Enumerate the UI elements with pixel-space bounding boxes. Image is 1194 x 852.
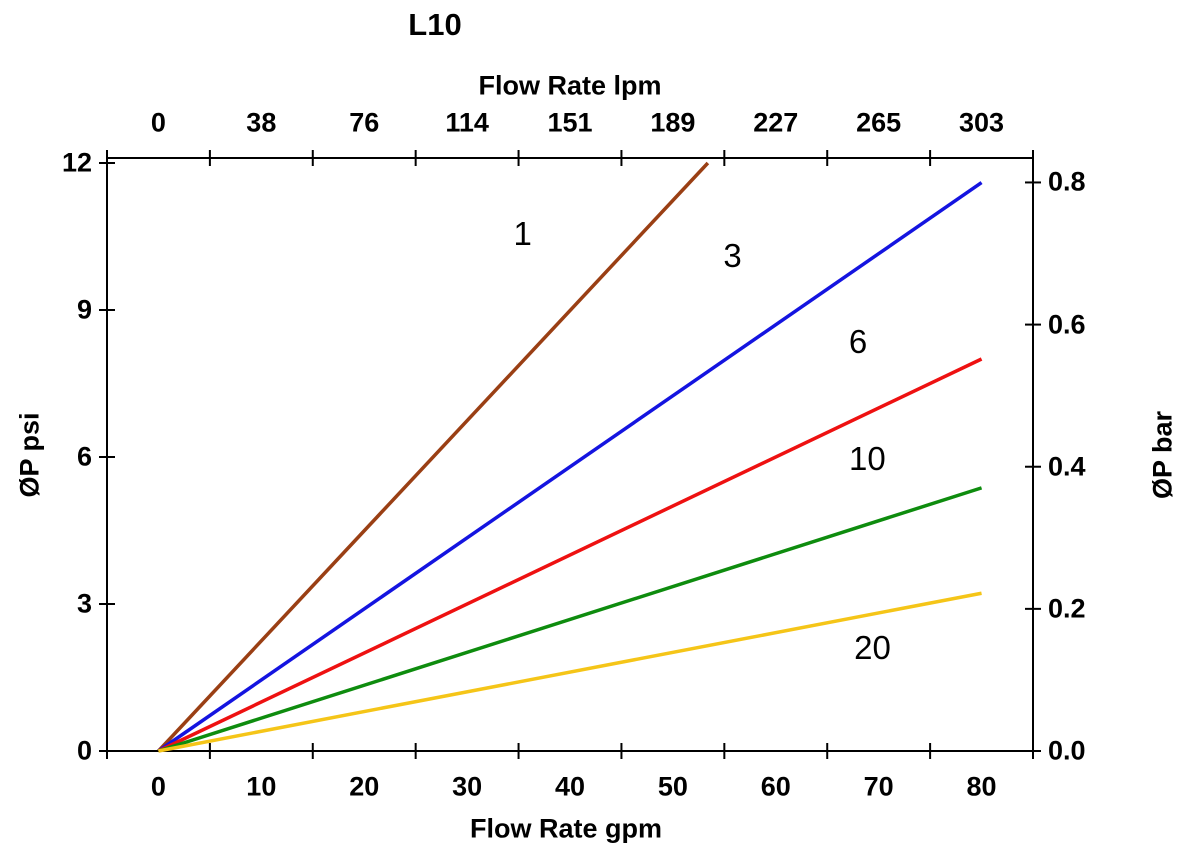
series-label-10: 10 — [848, 440, 886, 478]
bottom-axis-tick-label: 30 — [452, 771, 483, 802]
right-axis-tick-label: 0.6 — [1048, 309, 1086, 340]
left-axis-tick-label: 9 — [76, 294, 92, 325]
bottom-axis-tick-label: 40 — [554, 771, 586, 802]
left-axis-tick-label: 12 — [61, 147, 92, 178]
series-label-20: 20 — [854, 629, 891, 667]
top-axis-tick-label: 38 — [246, 107, 277, 138]
right-axis-tick-label: 0.4 — [1048, 451, 1086, 482]
top-axis-tick-label: 0 — [150, 107, 166, 138]
chart-title: L10 — [408, 7, 462, 42]
series-line-10 — [157, 486, 983, 753]
top-axis-tick-label: 227 — [753, 107, 799, 138]
series-line-6 — [157, 357, 983, 753]
plot-box — [106, 157, 1034, 752]
bottom-axis-tick-label: 70 — [863, 771, 894, 802]
left-axis-tick-label: 0 — [76, 735, 92, 766]
right-axis-tick-label: 0.8 — [1048, 166, 1086, 197]
bottom-axis-tick-label: 80 — [966, 771, 997, 802]
bottom-axis-tick-label: 20 — [349, 771, 380, 802]
left-axis-tick-label: 6 — [76, 441, 92, 472]
series-label-3: 3 — [723, 237, 742, 275]
bottom-axis-tick-label: 50 — [657, 771, 688, 802]
top-axis-tick-label: 189 — [650, 107, 696, 138]
bottom-axis-title: Flow Rate gpm — [469, 813, 663, 844]
bottom-axis-tick-label: 60 — [760, 771, 791, 802]
right-axis-tick-label: 0.0 — [1048, 735, 1086, 766]
left-axis-tick-label: 3 — [76, 588, 92, 619]
top-axis-tick-label: 303 — [959, 107, 1005, 138]
top-axis-tick-label: 114 — [445, 107, 489, 138]
series-line-1 — [157, 161, 710, 753]
series-line-3 — [157, 181, 983, 753]
right-axis-tick-label: 0.2 — [1048, 593, 1086, 624]
series-label-1: 1 — [513, 215, 532, 253]
bottom-axis-tick-label: 10 — [246, 771, 277, 802]
bottom-axis-tick-label: 0 — [150, 771, 166, 802]
top-axis-title: Flow Rate lpm — [478, 70, 662, 101]
top-axis-tick-label: 76 — [349, 107, 380, 138]
series-label-6: 6 — [848, 322, 868, 360]
top-axis-tick-label: 151 — [547, 107, 593, 138]
top-axis-tick-label: 265 — [856, 107, 902, 138]
series-line-20 — [158, 591, 982, 753]
